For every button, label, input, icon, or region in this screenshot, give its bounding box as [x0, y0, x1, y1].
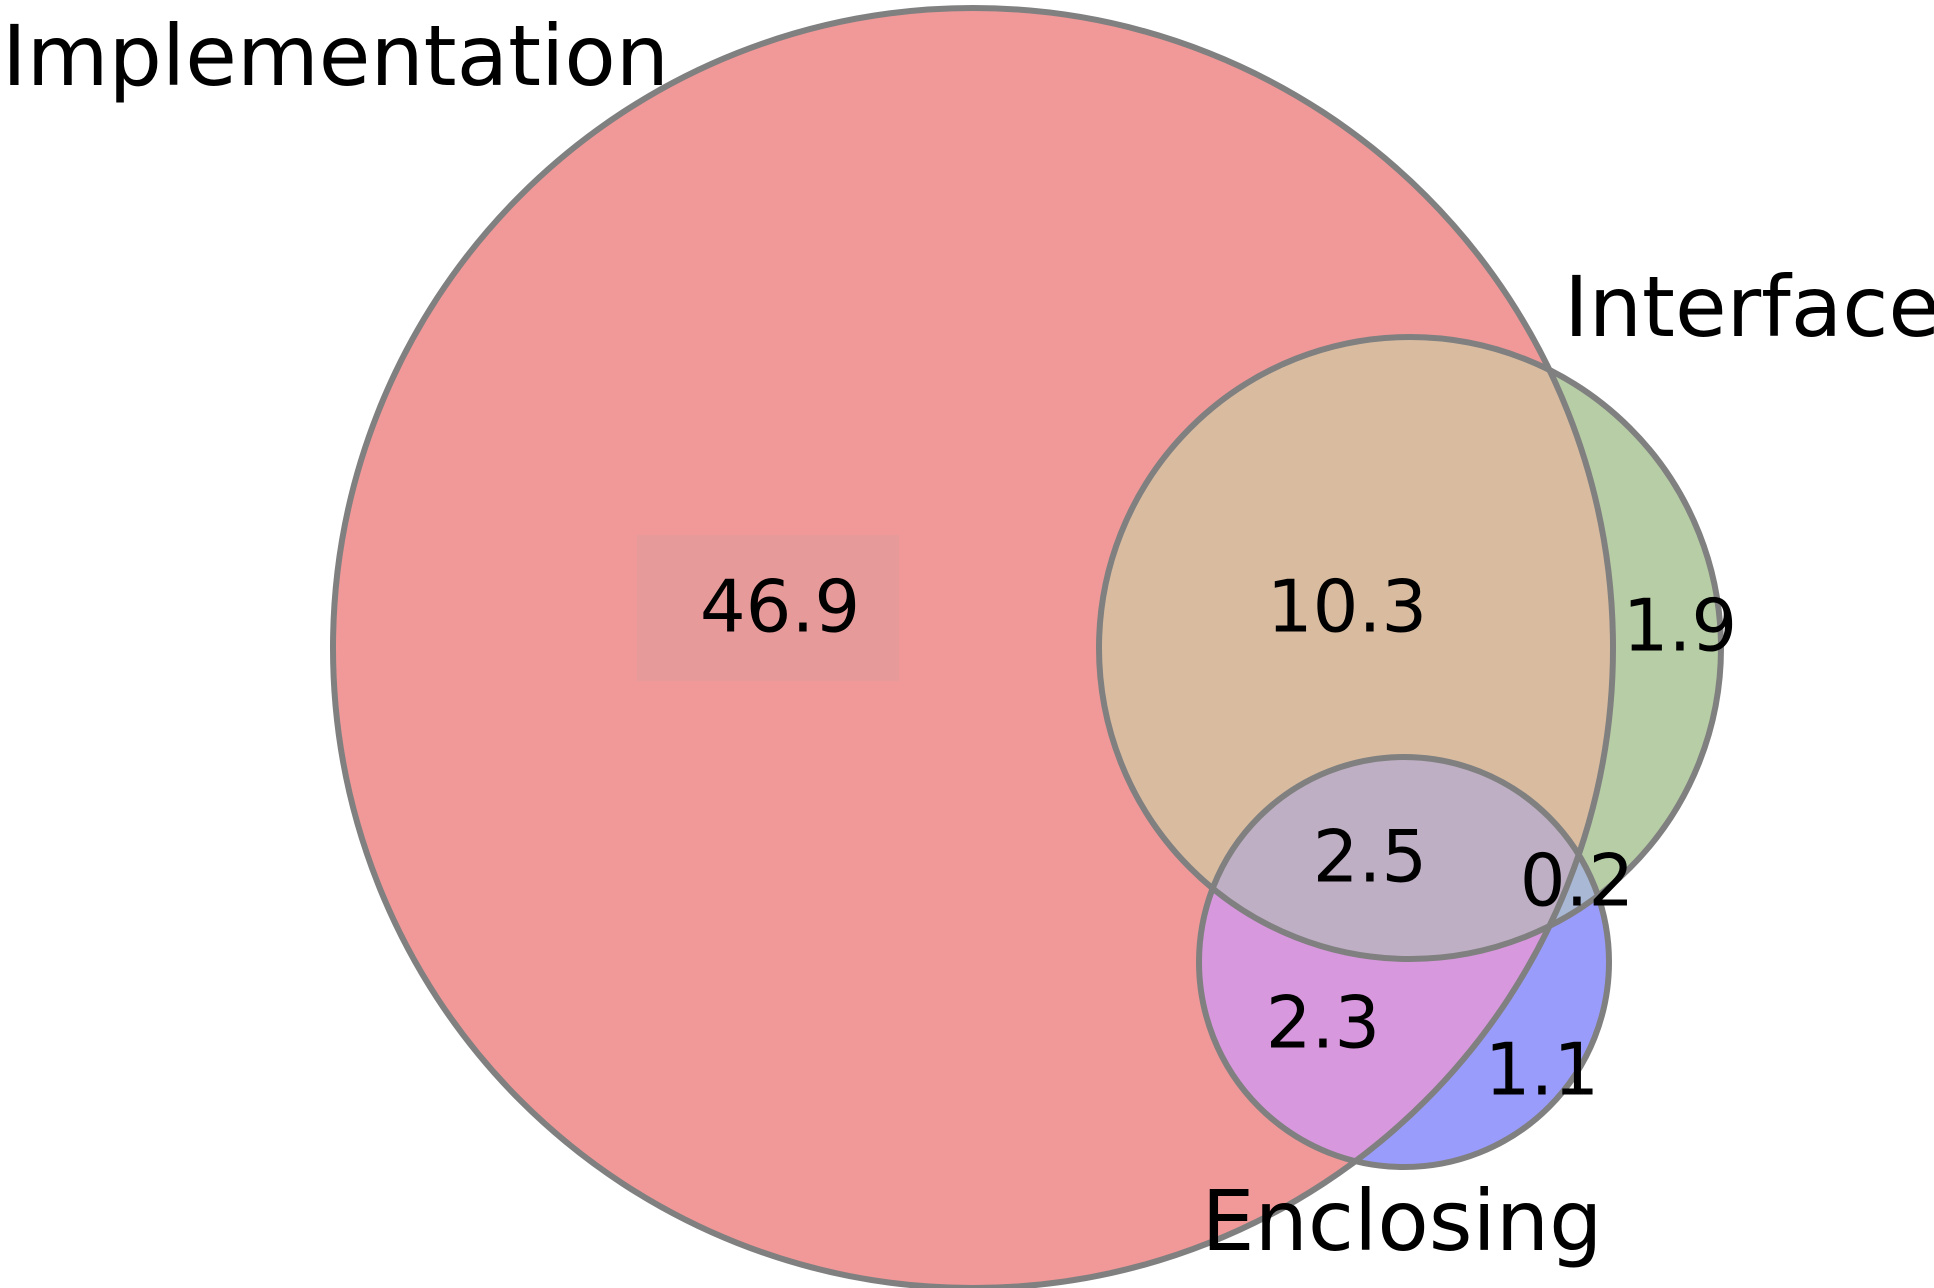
region-impl-interface — [1099, 337, 1613, 959]
implementation-circle-outline — [330, 5, 1616, 1288]
region-value-all-three: 2.5 — [1313, 815, 1428, 899]
region-value-impl-enclosing: 2.3 — [1266, 981, 1381, 1065]
label-highlight-patch — [637, 535, 899, 681]
region-value-impl-only: 46.9 — [700, 565, 860, 649]
set-label-enclosing: Enclosing — [1202, 1172, 1603, 1270]
region-value-enclosing-only: 1.1 — [1485, 1028, 1600, 1112]
enclosing-circle-outline — [1196, 754, 1612, 1170]
region-value-interface-enclosing: 0.2 — [1520, 839, 1635, 923]
interface-circle-outline — [1096, 334, 1724, 962]
region-all-three — [1199, 757, 1609, 959]
region-value-impl-interface: 10.3 — [1267, 565, 1427, 649]
set-label-interface: Interface — [1564, 258, 1934, 356]
region-value-interface-only: 1.9 — [1623, 584, 1738, 668]
set-label-implementation: Implementation — [2, 7, 669, 105]
